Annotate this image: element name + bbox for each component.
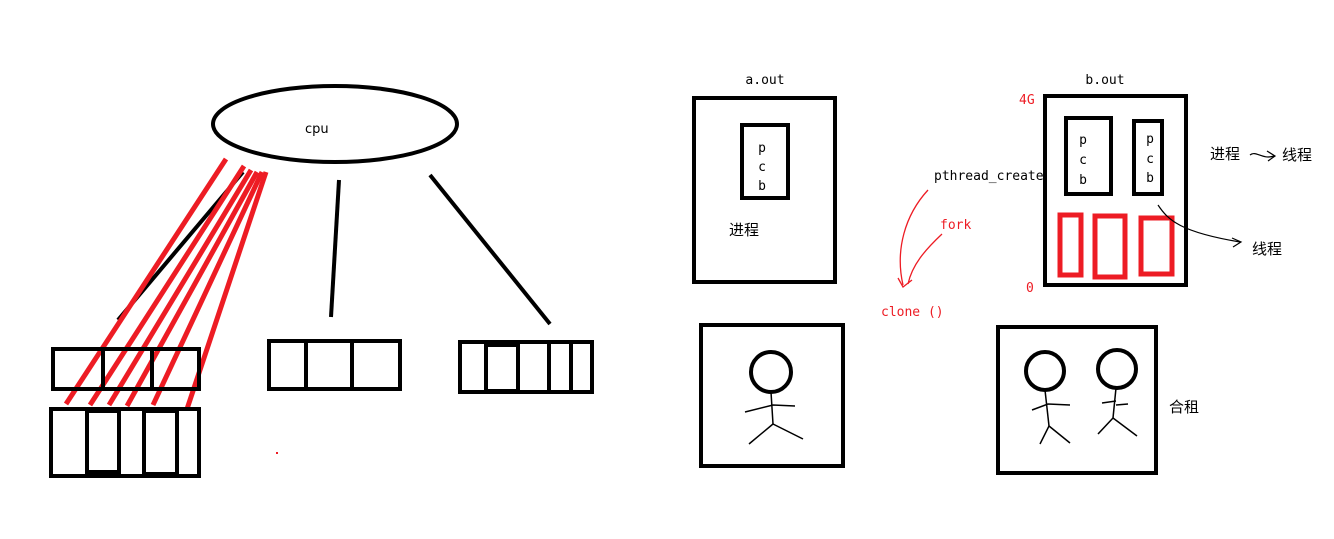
process-a-title: a.out: [745, 73, 784, 88]
process-a-box: p c b 进程: [692, 96, 837, 284]
person-body: [1097, 387, 1138, 437]
memory-block: [1092, 213, 1128, 280]
task-queue-2: [49, 407, 201, 478]
person-head: [1096, 348, 1138, 390]
process-b-title: b.out: [1085, 73, 1124, 88]
process-caption: 进程: [729, 221, 759, 239]
pcb-box: p c b: [1064, 116, 1113, 196]
pcb-letter: c: [758, 160, 766, 175]
person-box-shared: [996, 325, 1158, 475]
cpu-label: cpu: [305, 122, 329, 137]
pcb-letter: b: [758, 179, 766, 194]
cpu-node: cpu: [211, 84, 459, 164]
red-dot: [276, 452, 278, 454]
pcb-letter: p: [1079, 133, 1087, 148]
pcb-letter: b: [1146, 171, 1154, 186]
pcb-letter: p: [1146, 132, 1154, 147]
person-head: [1024, 350, 1066, 392]
clone-label: clone (): [881, 305, 944, 320]
memory-block: [1138, 215, 1175, 277]
person-body: [744, 391, 804, 445]
process-to-thread-arrow: [1249, 150, 1277, 162]
task-queue-3: [267, 339, 402, 391]
address-bottom-label: 0: [1026, 281, 1034, 296]
cpu-links-red: [63, 157, 269, 410]
pcb-letter: p: [758, 141, 766, 156]
thread-arrow: [1157, 204, 1243, 248]
person-body: [1031, 389, 1071, 445]
shared-label: 合租: [1169, 398, 1199, 416]
process-note: 进程: [1210, 145, 1240, 163]
address-top-label: 4G: [1019, 93, 1035, 108]
call-arrows: [897, 189, 943, 288]
task-queue-4: [458, 340, 594, 394]
fork-label: fork: [940, 218, 971, 233]
pcb-letter: b: [1079, 173, 1087, 188]
pcb-box: p c b: [1132, 119, 1164, 196]
pthread-create-label: pthread_create: [934, 169, 1044, 184]
pcb-letter: c: [1146, 152, 1154, 167]
thread-label: 线程: [1252, 240, 1282, 258]
person-head: [749, 350, 793, 394]
thread-note: 线程: [1282, 146, 1312, 164]
task-queue-1: [51, 347, 201, 391]
memory-block: [1057, 212, 1084, 278]
person-box-single: [699, 323, 845, 468]
pcb-letter: c: [1079, 153, 1087, 168]
process-b-box: p c b p c b: [1043, 94, 1188, 287]
